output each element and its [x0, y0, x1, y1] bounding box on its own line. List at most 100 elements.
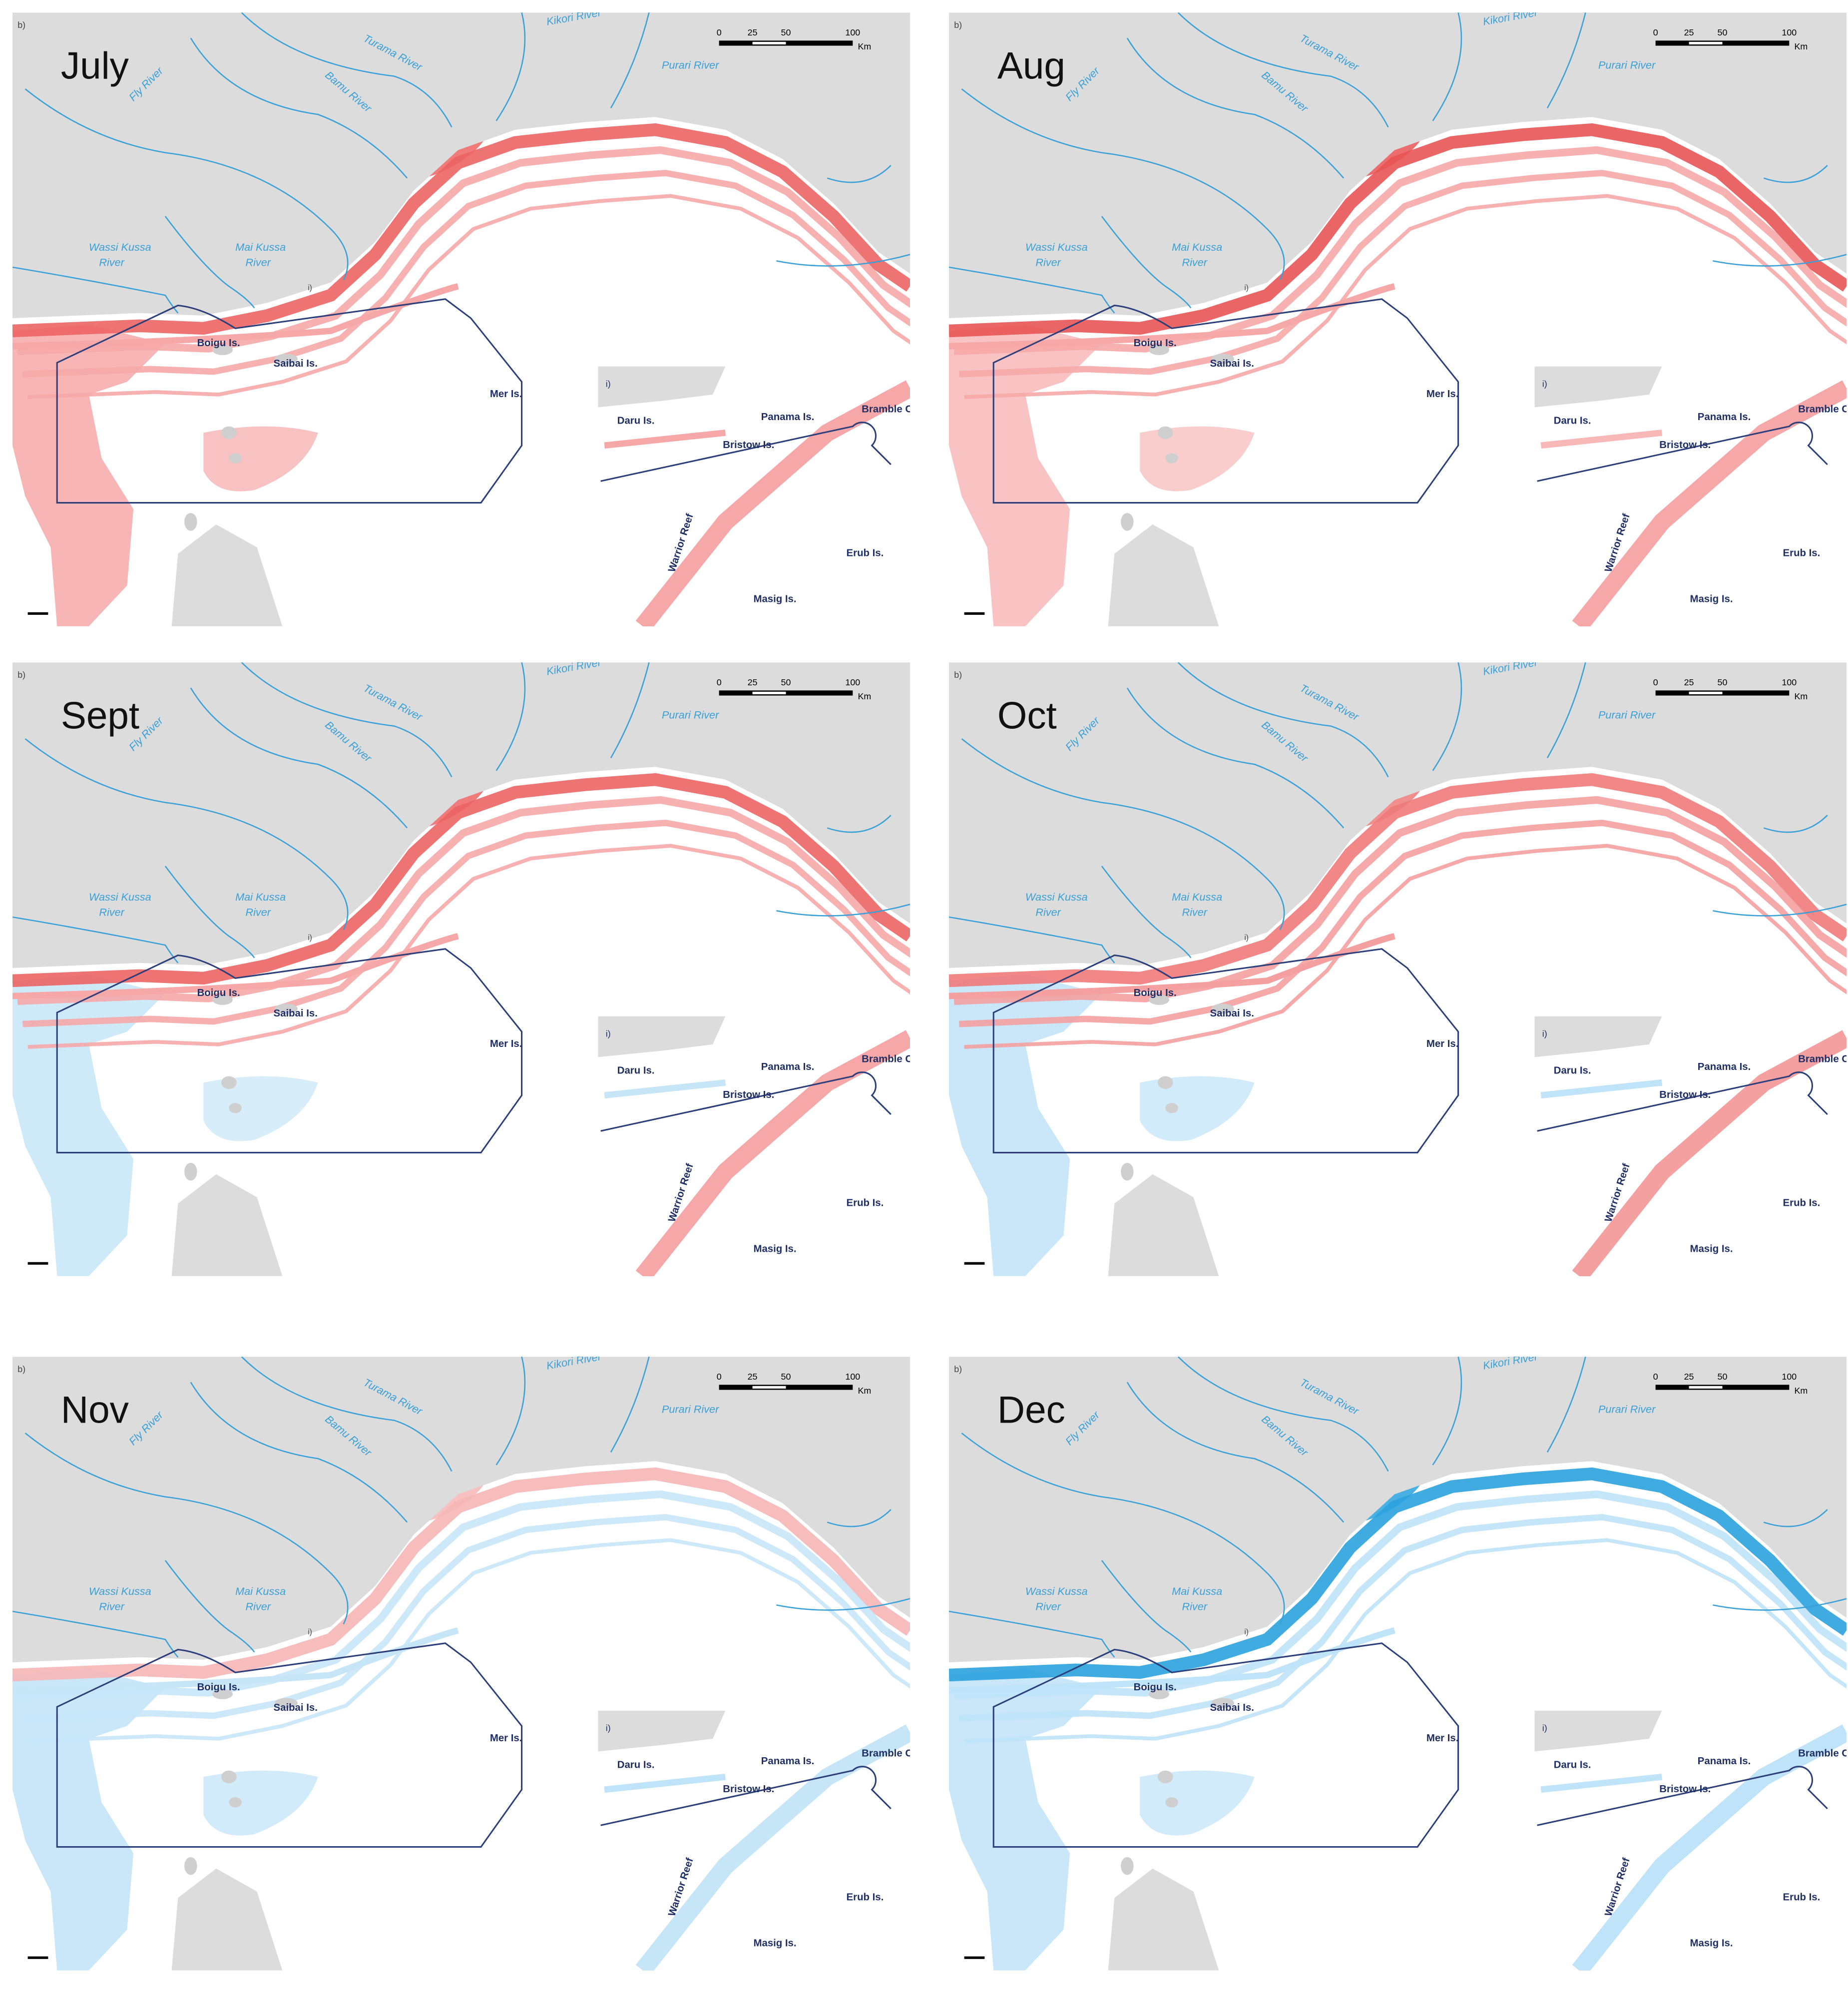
river — [776, 1598, 910, 1611]
river-label-line: River — [1035, 256, 1061, 268]
month-label: Nov — [61, 1389, 129, 1432]
coastal-band — [27, 844, 910, 1049]
inset-label: Daru Is. — [617, 1760, 655, 1771]
coastal-band — [17, 146, 910, 355]
island — [1158, 1770, 1173, 1784]
island — [229, 1103, 242, 1113]
strait-anomaly — [203, 426, 318, 492]
river-label-line: River — [245, 1600, 271, 1612]
river — [24, 1433, 349, 1625]
scale-tick-label: 100 — [1782, 27, 1797, 37]
river — [1177, 12, 1389, 128]
inset-boundary — [1537, 1071, 1828, 1132]
river-label: Mai Kussa River — [1172, 891, 1222, 919]
inset-ref: i) — [1244, 1628, 1248, 1636]
island — [1121, 1857, 1134, 1875]
river — [1432, 12, 1462, 121]
land — [1108, 1174, 1219, 1276]
inset-band — [635, 1724, 910, 1971]
inset-label: Bristow Is. — [1659, 1089, 1711, 1100]
river — [1713, 1598, 1847, 1611]
land — [949, 1357, 1847, 1662]
inset-label: Bramble Cay — [1798, 1054, 1847, 1065]
river-label-line: River — [1182, 256, 1207, 268]
river — [949, 266, 1115, 314]
scale-tick-label: 50 — [781, 1372, 791, 1382]
inset-band — [635, 1030, 910, 1276]
island — [1158, 426, 1173, 440]
inset-land — [598, 1016, 726, 1057]
inset-label: Daru Is. — [617, 1065, 655, 1076]
month-label: Sept — [61, 695, 139, 737]
island — [1121, 512, 1134, 531]
inset-ref: i) — [1244, 284, 1248, 292]
river — [1713, 254, 1847, 267]
scale-tick-label: 0 — [717, 27, 722, 37]
scale-tick-label: 100 — [1782, 1372, 1797, 1382]
river-label-line: Purari River — [1598, 58, 1656, 71]
coastal-band — [953, 796, 1847, 1005]
strait-anomaly — [1140, 426, 1255, 492]
coastal-band — [953, 1490, 1847, 1699]
strait-anomaly — [203, 1076, 318, 1141]
island-label: Saibai Is. — [274, 1008, 318, 1019]
strait-anomaly — [1140, 1770, 1255, 1836]
inset-boundary — [600, 1766, 892, 1826]
scale-tick-label: 100 — [845, 1372, 860, 1382]
scale-tick-label: 50 — [781, 677, 791, 687]
river — [1126, 1382, 1345, 1523]
boundary — [992, 298, 1459, 504]
coastal-band — [22, 819, 910, 1027]
inset-ref: i) — [308, 934, 312, 942]
river — [827, 1509, 892, 1527]
land — [1108, 1868, 1219, 1971]
river — [1763, 815, 1828, 833]
inset-label: Panama Is. — [761, 1756, 814, 1767]
inset-label: Panama Is. — [761, 1061, 814, 1072]
inset-tag: i) — [1542, 379, 1547, 389]
shelf-band — [949, 933, 1395, 999]
coastal-band — [953, 146, 1847, 355]
scale-bar-segment — [1689, 41, 1723, 44]
river — [827, 815, 892, 833]
river-label-line: River — [99, 256, 124, 268]
coastal-band — [959, 1513, 1847, 1722]
scale-bar-segment — [752, 41, 786, 44]
west-anomaly — [949, 1668, 1102, 1971]
river-label: Mai Kussa River — [235, 241, 286, 269]
coastal-band — [964, 194, 1847, 399]
scale-unit: Km — [1794, 41, 1808, 51]
west-anomaly — [12, 974, 165, 1276]
river-label: Mai Kussa River — [1172, 1585, 1222, 1613]
river-label: Purari River — [662, 708, 719, 721]
inset-label: Panama Is. — [1698, 412, 1751, 423]
inset-label: Masig Is. — [1690, 1938, 1733, 1949]
inset-land — [598, 366, 726, 408]
river — [1101, 216, 1192, 309]
island — [275, 354, 298, 364]
inset-boundary — [1537, 422, 1828, 482]
inset-land — [1534, 1710, 1662, 1752]
river — [961, 88, 1285, 281]
inset-tag: i) — [606, 379, 611, 389]
panel-tag: b) — [17, 1364, 25, 1374]
river — [1126, 37, 1345, 179]
inset-land — [598, 1710, 726, 1752]
inset-label: Panama Is. — [761, 412, 814, 423]
inset-band — [604, 1079, 726, 1099]
river — [1763, 165, 1828, 183]
inset-tag: i) — [606, 1029, 611, 1039]
island-label: Saibai Is. — [1210, 1008, 1254, 1019]
coastal-band — [12, 1467, 910, 1682]
boundary — [992, 1642, 1459, 1848]
coastal-band — [949, 773, 1847, 988]
river — [1432, 1357, 1462, 1466]
inset-label: Bristow Is. — [723, 440, 774, 451]
island — [1158, 1076, 1173, 1089]
river-label-line: Mai Kussa — [235, 891, 286, 903]
scale-unit: Km — [1794, 1386, 1808, 1396]
river — [24, 88, 349, 281]
